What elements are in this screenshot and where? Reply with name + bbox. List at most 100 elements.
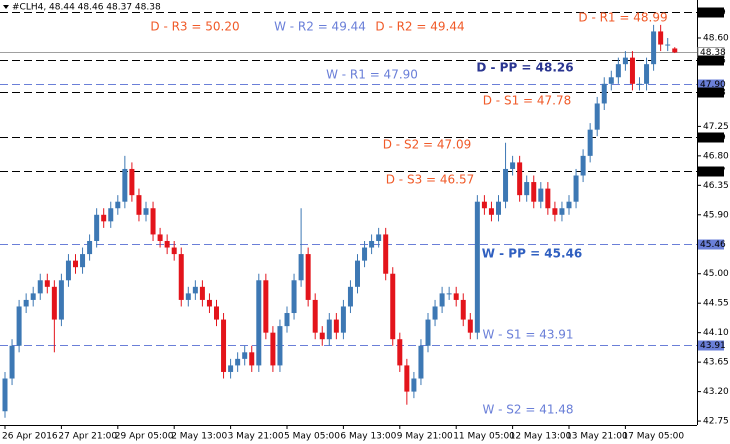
pivot-annotation: W - S2 = 41.48	[482, 403, 573, 417]
candle-body	[651, 31, 657, 65]
x-tick-label: 12 May 13:00	[510, 432, 572, 442]
candle-body	[312, 299, 318, 333]
candle-body	[460, 299, 466, 320]
menu-triangle	[3, 5, 9, 9]
candle-body	[545, 188, 551, 209]
candle-body	[9, 345, 15, 379]
candle-body	[488, 208, 494, 215]
candle-body	[376, 234, 382, 241]
candle-body	[467, 319, 473, 333]
level-label-box	[698, 55, 724, 66]
y-tick-label: 45.90	[703, 210, 729, 220]
candle-body	[122, 168, 128, 202]
candle-body	[108, 208, 114, 222]
candle-body	[164, 240, 170, 248]
candle-body	[44, 280, 50, 287]
candle-body	[80, 254, 86, 268]
y-tick-label: 47.25	[703, 122, 729, 132]
candle-body	[30, 293, 36, 300]
candle-body	[644, 64, 650, 84]
candle-body	[242, 352, 248, 359]
level-label: 47.78	[700, 88, 726, 98]
x-tick-label: 11 May 05:00	[453, 432, 515, 442]
x-tick-label: 6 May 13:00	[340, 432, 396, 442]
candle-body	[87, 240, 93, 255]
x-tick-label: 26 Apr 2016	[2, 432, 58, 442]
candle-body	[291, 280, 297, 314]
candle-body	[58, 280, 64, 320]
candle-body	[115, 201, 121, 209]
y-tick-label: 43.65	[703, 358, 729, 368]
candle-body	[192, 286, 198, 294]
candle-body	[383, 234, 389, 274]
pivot-annotation: D - R1 = 48.99	[578, 11, 667, 25]
y-tick-label: 42.75	[703, 417, 729, 427]
candle-body	[418, 345, 424, 379]
candle-body	[439, 293, 445, 307]
x-tick-label: 17 May 05:00	[622, 432, 684, 442]
candle-body	[347, 286, 353, 307]
pivot-annotation: D - S3 = 46.57	[386, 173, 475, 187]
candle-body	[446, 293, 452, 295]
candle-body	[256, 280, 262, 366]
y-tick-label: 45.00	[703, 269, 729, 279]
y-tick-label: 44.55	[703, 299, 729, 309]
candle-body	[51, 286, 57, 320]
candle-body	[16, 306, 22, 346]
level-label-box	[698, 7, 724, 18]
x-tick-label: 27 Apr 21:00	[58, 432, 117, 442]
candle-body	[136, 195, 142, 215]
candle-body	[214, 306, 219, 320]
candle-body	[221, 319, 227, 372]
level-label: 47.90	[700, 80, 726, 90]
candle-body	[235, 358, 241, 366]
candle-body	[340, 306, 346, 333]
candle-body	[284, 313, 290, 327]
y-tick-label: 43.20	[703, 387, 729, 397]
candle-body	[637, 83, 642, 85]
candle-body	[178, 254, 184, 300]
candle-body	[608, 77, 614, 84]
level-label-box	[698, 340, 724, 351]
candle-body	[531, 182, 537, 202]
candle-body	[319, 332, 325, 340]
candle-body	[185, 293, 191, 300]
level-label: 48.99	[700, 8, 726, 18]
candle-body	[397, 339, 403, 366]
level-label-box	[698, 87, 724, 98]
candle-body	[199, 286, 205, 300]
y-tick-label: 46.80	[703, 151, 729, 161]
x-tick-label: 13 May 21:00	[566, 432, 628, 442]
candle-body	[559, 208, 565, 215]
candle-body	[150, 208, 156, 235]
candle-body	[538, 188, 544, 202]
candle-body	[474, 201, 480, 333]
candle-body	[658, 31, 664, 45]
candle-body	[263, 280, 269, 333]
pivot-annotation: W - R2 = 49.44	[274, 20, 366, 34]
pivot-annotation: D - PP = 48.26	[476, 61, 573, 75]
candle-body	[228, 365, 234, 372]
candle-body	[326, 319, 332, 340]
candle-body	[101, 214, 107, 222]
candle-body	[672, 48, 678, 53]
candle-body	[2, 378, 8, 412]
level-label: 46.57	[700, 167, 726, 177]
candle-body	[524, 182, 530, 196]
candle-body	[37, 280, 43, 294]
level-label-box	[698, 132, 724, 143]
candle-body	[481, 201, 487, 209]
candle-body	[622, 57, 628, 65]
candle-body	[594, 103, 600, 130]
candle-body	[206, 299, 212, 307]
pivot-annotation: W - R1 = 47.90	[326, 68, 418, 82]
x-tick-label: 9 May 21:00	[397, 432, 453, 442]
candle-body	[65, 260, 71, 281]
level-label: 47.09	[700, 133, 726, 143]
y-tick-label: 48.60	[703, 33, 729, 43]
candle-body	[369, 240, 375, 248]
pivot-annotation: D - S1 = 47.78	[483, 94, 572, 108]
candle-body	[333, 319, 339, 333]
candle-body	[629, 57, 635, 84]
